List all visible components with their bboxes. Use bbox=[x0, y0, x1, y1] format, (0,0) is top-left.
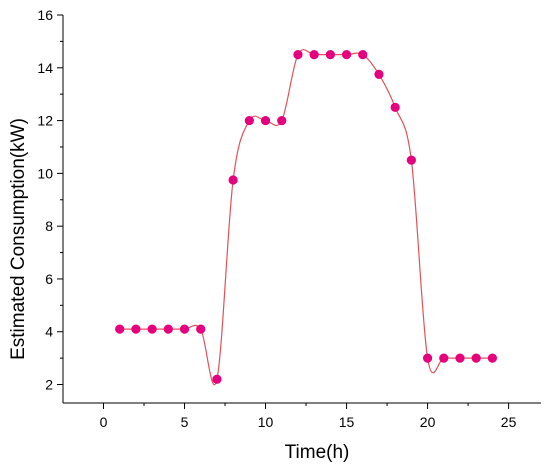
data-point bbox=[260, 115, 271, 126]
series-markers bbox=[115, 49, 497, 384]
x-tick-label: 0 bbox=[100, 414, 108, 430]
y-tick-label: 16 bbox=[37, 7, 53, 23]
data-point bbox=[341, 49, 352, 60]
x-tick-label: 10 bbox=[258, 414, 274, 430]
data-point bbox=[228, 175, 238, 185]
axes: 0 5 10 15 20 25 2 4 6 8 10 12 14 16 bbox=[37, 7, 541, 430]
data-point bbox=[439, 353, 449, 363]
data-point bbox=[455, 353, 465, 363]
data-point bbox=[309, 49, 319, 60]
y-tick-label: 12 bbox=[37, 113, 53, 129]
data-point bbox=[471, 353, 481, 363]
data-point bbox=[390, 102, 400, 112]
y-axis-label: Estimated Consumption(kW) bbox=[8, 118, 29, 360]
data-point bbox=[422, 353, 433, 363]
data-point bbox=[196, 324, 206, 334]
y-tick-label: 4 bbox=[45, 324, 53, 340]
x-tick-label: 20 bbox=[420, 414, 436, 430]
data-point bbox=[179, 324, 190, 334]
data-point bbox=[212, 374, 222, 384]
y-tick-label: 2 bbox=[45, 377, 53, 393]
data-point bbox=[487, 353, 497, 363]
data-point bbox=[244, 115, 254, 126]
x-tick-label: 15 bbox=[339, 414, 355, 430]
y-tick-label: 10 bbox=[37, 165, 53, 181]
y-tick-label: 6 bbox=[45, 271, 53, 287]
data-point bbox=[374, 69, 384, 79]
series-line bbox=[119, 49, 493, 386]
x-tick-label: 25 bbox=[501, 414, 517, 430]
data-point bbox=[293, 49, 303, 60]
data-point bbox=[277, 115, 287, 126]
y-tick-label: 14 bbox=[37, 60, 53, 76]
data-point bbox=[115, 324, 125, 334]
x-axis-label: Time(h) bbox=[285, 442, 350, 463]
data-point bbox=[163, 324, 173, 334]
data-point bbox=[131, 324, 141, 334]
data-point bbox=[406, 155, 416, 165]
data-point bbox=[358, 49, 368, 60]
data-point bbox=[325, 49, 335, 60]
y-tick-label: 8 bbox=[45, 218, 53, 234]
data-point bbox=[147, 324, 157, 334]
x-tick-label: 5 bbox=[181, 414, 189, 430]
